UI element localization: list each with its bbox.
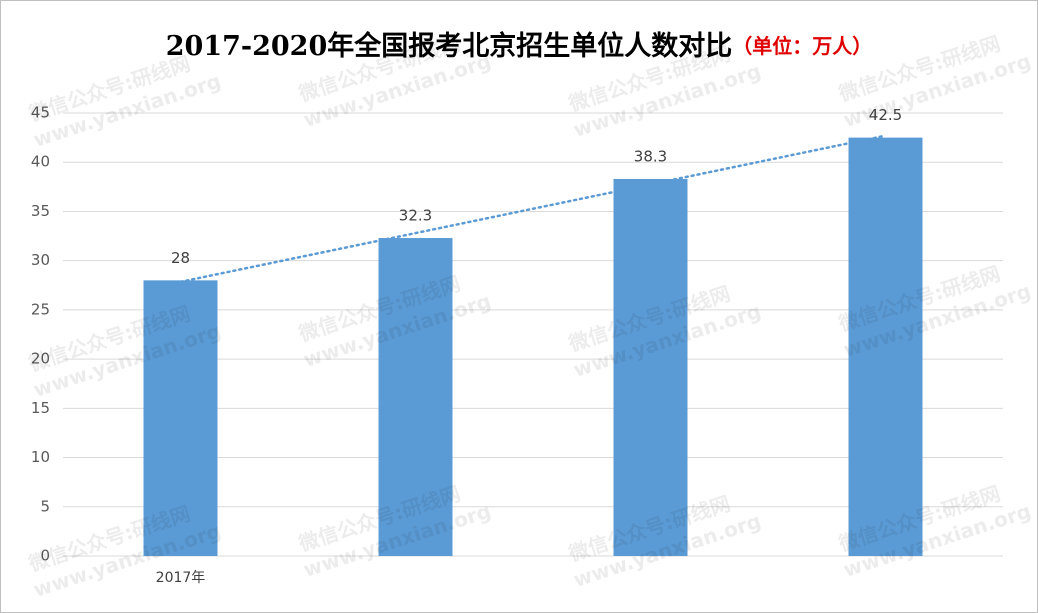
trendline <box>179 134 887 284</box>
y-tick-label: 15 <box>31 399 50 417</box>
data-label: 38.3 <box>634 147 667 165</box>
y-tick-label: 20 <box>31 350 50 368</box>
chart-heading: 2017-2020年全国报考北京招生单位人数对比（单位：万人） <box>166 30 873 62</box>
y-tick-label: 25 <box>31 300 50 318</box>
bar <box>613 178 688 557</box>
y-tick-label: 40 <box>31 153 50 171</box>
chart-title: 2017-2020年全国报考北京招生单位人数对比 <box>166 30 733 62</box>
y-tick-label: 5 <box>40 497 50 515</box>
bar <box>378 238 453 556</box>
chart-subtitle: （单位：万人） <box>732 34 872 58</box>
data-label: 28 <box>171 249 190 267</box>
data-label: 32.3 <box>399 207 432 225</box>
y-tick-label: 35 <box>31 202 50 220</box>
data-label: 42.5 <box>869 106 902 124</box>
y-tick-label: 0 <box>40 547 50 565</box>
y-tick-label: 45 <box>31 104 50 122</box>
y-tick-label: 10 <box>31 448 50 466</box>
x-tick-label: 2017年 <box>156 570 206 586</box>
bar <box>848 137 923 556</box>
y-tick-label: 30 <box>31 251 50 269</box>
bar <box>143 280 218 556</box>
